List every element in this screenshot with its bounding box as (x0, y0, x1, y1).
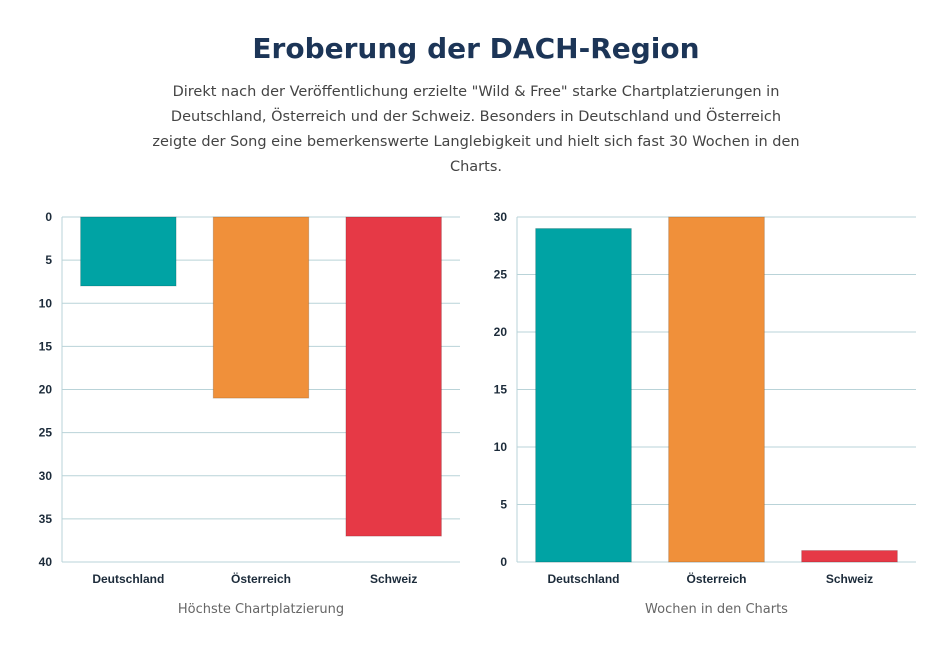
x-category-label: Österreich (231, 571, 291, 586)
chart-hoechste-chartplatzierung: 0 5 10 15 20 25 30 35 40 Deutschland Österreich Sch… (39, 210, 460, 617)
y-tick-label: 20 (39, 383, 53, 397)
y-tick-label: 0 (500, 555, 507, 569)
chart-wochen-in-den-charts: 0 5 10 15 20 25 30 Deutschland Österreich Schweiz… (494, 210, 916, 617)
y-tick-label: 30 (494, 210, 508, 224)
y-tick-label: 0 (45, 210, 52, 224)
y-tick-label: 20 (494, 325, 508, 339)
x-category-label: Schweiz (826, 572, 873, 586)
x-axis-title: Höchste Chartplatzierung (178, 602, 344, 617)
y-tick-label: 30 (39, 469, 53, 483)
bar-wochen-1[interactable] (668, 216, 765, 563)
bar-platzierung-2[interactable] (345, 216, 442, 537)
page-title: Eroberung der DACH-Region (252, 32, 700, 65)
bar-wochen-2[interactable] (801, 550, 898, 563)
y-tick-label: 10 (39, 296, 53, 310)
x-category-label: Deutschland (92, 572, 164, 586)
y-tick-label: 40 (39, 555, 53, 569)
x-axis-title: Wochen in den Charts (645, 602, 788, 617)
y-tick-label: 10 (494, 440, 508, 454)
bar-platzierung-0[interactable] (80, 216, 177, 287)
bar-platzierung-1[interactable] (212, 216, 310, 399)
y-tick-label: 15 (39, 339, 53, 353)
y-tick-label: 5 (45, 253, 52, 267)
y-tick-label: 15 (494, 383, 508, 397)
y-tick-label: 25 (494, 268, 508, 282)
x-category-label: Schweiz (370, 572, 417, 586)
y-tick-label: 5 (500, 498, 507, 512)
bar-wochen-0[interactable] (535, 228, 632, 563)
y-tick-label: 35 (39, 512, 53, 526)
x-category-label: Deutschland (547, 572, 619, 586)
page-description: Direkt nach der Veröffentlichung erzielt… (152, 84, 800, 175)
x-category-label: Österreich (686, 571, 746, 586)
y-tick-label: 25 (39, 426, 53, 440)
